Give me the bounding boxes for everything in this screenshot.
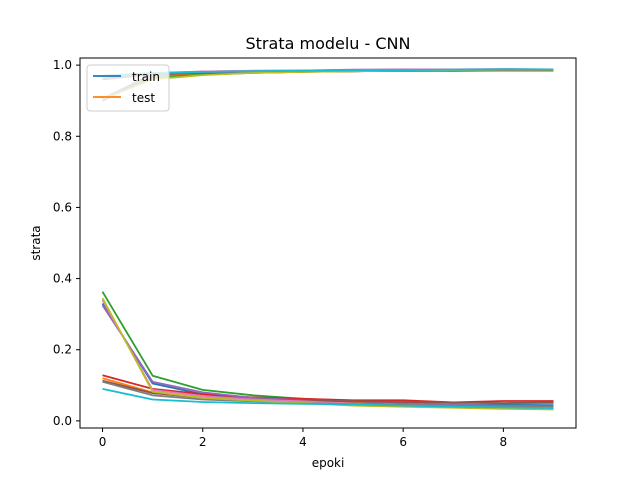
chart-title: Strata modelu - CNN — [246, 34, 411, 53]
y-tick-label: 1.0 — [53, 58, 72, 72]
series-line-9 — [102, 68, 554, 77]
x-axis: 0 2 4 6 8 — [99, 428, 507, 449]
legend-train-label: train — [132, 70, 160, 84]
y-axis-label: strata — [29, 225, 43, 260]
y-tick-label: 0.6 — [53, 200, 72, 214]
y-tick-label: 0.4 — [53, 272, 72, 286]
y-tick-label: 0.8 — [53, 129, 72, 143]
x-tick-label: 8 — [500, 435, 508, 449]
y-tick-label: 0.2 — [53, 343, 72, 357]
series-layer — [101, 68, 554, 411]
y-tick-label: 0.0 — [53, 414, 72, 428]
x-tick-label: 2 — [199, 435, 207, 449]
series-line-19 — [102, 388, 554, 409]
x-axis-label: epoki — [312, 456, 345, 470]
x-tick-label: 4 — [299, 435, 307, 449]
x-tick-label: 0 — [99, 435, 107, 449]
series-line-13 — [102, 374, 554, 404]
legend-test-label: test — [132, 91, 155, 105]
plot-frame — [79, 57, 577, 429]
x-tick-label: 6 — [399, 435, 407, 449]
y-axis: 0.0 0.2 0.4 0.6 0.8 1.0 — [53, 58, 80, 428]
legend: train test — [86, 64, 170, 112]
